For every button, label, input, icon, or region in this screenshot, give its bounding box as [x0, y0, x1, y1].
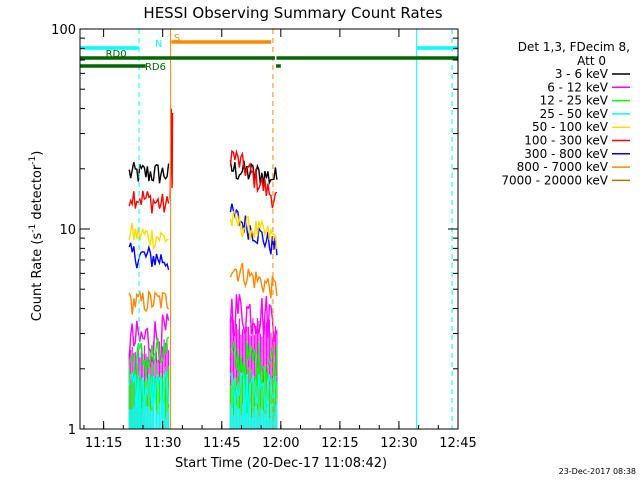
legend-label-3: 25 - 50 keV [540, 107, 609, 121]
series-line-4-seg1 [128, 289, 170, 315]
legend-header-2: Att 0 [577, 54, 606, 68]
y-axis-label-sup1: -1 [28, 224, 38, 233]
y-axis-label: Count Rate (s-1 detector-1) [28, 151, 45, 322]
series-line-7-seg2 [229, 371, 277, 421]
series-line-1-seg2 [229, 149, 278, 209]
x-tick-label-5: 12:30 [380, 436, 417, 451]
chart-title: HESSI Observing Summary Count Rates [143, 4, 442, 22]
series-line-5-seg2 [229, 294, 278, 343]
x-tick-label-2: 11:45 [203, 436, 240, 451]
x-tick-label-3: 12:00 [262, 436, 299, 451]
x-tick-label-0: 11:15 [85, 436, 122, 451]
state-label-rd6: RD6 [145, 62, 166, 73]
legend-label-0: 3 - 6 keV [555, 67, 609, 81]
state-label-rd0: RD0 [106, 49, 127, 60]
legend-label-1: 6 - 12 keV [547, 80, 609, 94]
legend-label-7: 800 - 7000 keV [517, 160, 609, 174]
series-line-4-seg2 [229, 262, 278, 299]
legend-label-6: 300 - 800 keV [524, 147, 608, 161]
series-line-3-seg2 [229, 210, 278, 249]
series-line-2-seg1 [128, 242, 170, 270]
x-tick-label-6: 12:45 [439, 436, 476, 451]
legend-label-2: 12 - 25 keV [540, 94, 609, 108]
y-tick-label-0: 1 [68, 423, 76, 438]
y-tick-label-1: 10 [59, 223, 76, 238]
x-tick-label-1: 11:30 [144, 436, 181, 451]
y-axis-label-mid: detector [30, 164, 45, 224]
y-tick-label-2: 100 [51, 23, 76, 38]
series-line-2-seg2 [229, 203, 278, 256]
y-axis-label-sup2: -1 [28, 156, 38, 165]
series-line-1-seg1 [128, 190, 170, 214]
legend-label-8: 7000 - 20000 keV [501, 173, 608, 187]
y-axis-label-end: ) [30, 151, 45, 156]
footer-timestamp: 23-Dec-2017 08:38 [559, 467, 636, 476]
legend-header-1: Det 1,3, FDecim 8, [518, 40, 630, 54]
state-label-s: S [174, 33, 180, 44]
series-line-7-seg1 [128, 369, 170, 420]
state-label-n: N [155, 39, 162, 50]
x-axis-label: Start Time (20-Dec-17 11:08:42) [175, 456, 387, 471]
series-line-6-seg2 [229, 340, 278, 389]
plot-area: N S RD0 RD6 11:15 11:30 11:45 12:00 12:15 12:30 12… [51, 23, 477, 451]
x-tick-label-4: 12:15 [321, 436, 358, 451]
legend-label-4: 50 - 100 keV [532, 120, 609, 134]
legend-label-5: 100 - 300 keV [524, 134, 608, 148]
series-line-0-seg1 [128, 161, 170, 184]
series-line-3-seg1 [128, 222, 169, 251]
y-axis-label-main: Count Rate (s [30, 233, 45, 322]
